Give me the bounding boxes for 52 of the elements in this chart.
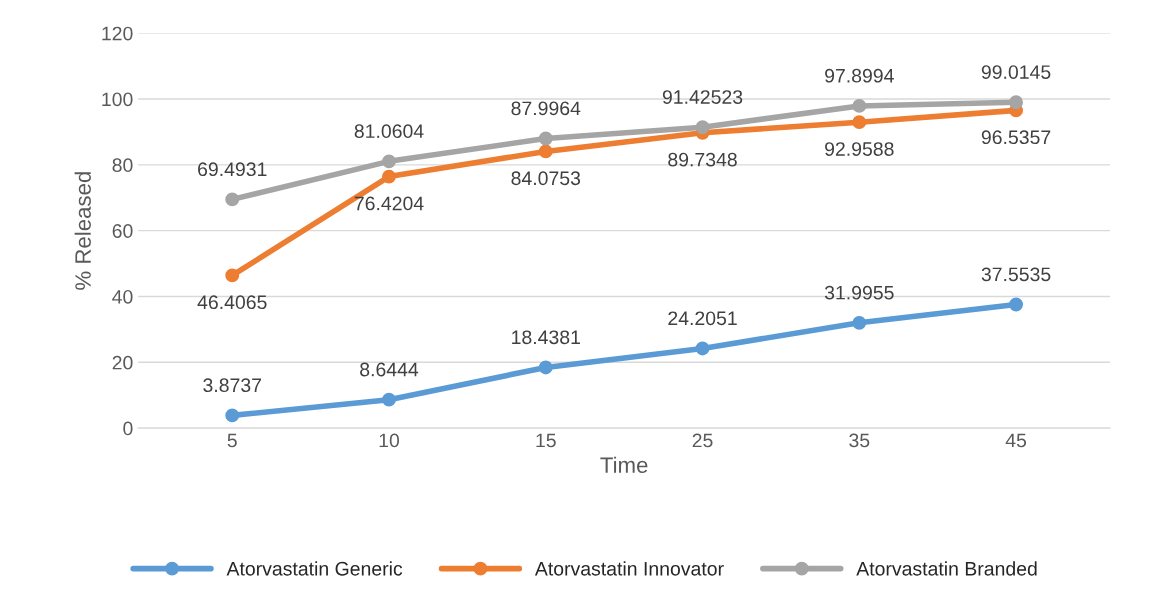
data-label: 3.8737 bbox=[203, 378, 261, 393]
point bbox=[382, 392, 396, 407]
x-tick-label: 25 bbox=[692, 433, 713, 448]
data-label: 92.9588 bbox=[825, 142, 894, 156]
y-tick-label: 20 bbox=[112, 355, 133, 370]
data-label: 96.5357 bbox=[981, 130, 1051, 145]
x-tick-label: 35 bbox=[849, 433, 870, 448]
point bbox=[852, 98, 867, 113]
data-label: 76.4204 bbox=[354, 196, 424, 211]
data-label: 99.0145 bbox=[981, 65, 1051, 79]
y-tick-label: 0 bbox=[123, 421, 133, 436]
y-tick-label: 60 bbox=[112, 224, 133, 238]
data-label: 87.9964 bbox=[511, 101, 581, 116]
data-label: 84.0753 bbox=[511, 171, 581, 186]
data-label: 89.7348 bbox=[668, 152, 737, 167]
x-axis-title: Time bbox=[600, 456, 648, 473]
point bbox=[1009, 297, 1023, 312]
x-tick-label: 45 bbox=[1005, 433, 1027, 448]
data-label: 37.5535 bbox=[981, 267, 1051, 282]
point bbox=[225, 268, 240, 283]
point bbox=[225, 192, 240, 207]
y-axis-title: % Released bbox=[74, 172, 91, 290]
x-tick-label: 10 bbox=[379, 433, 400, 448]
point bbox=[695, 341, 710, 356]
y-tick-label: 100 bbox=[102, 92, 133, 107]
x-tick-label: 15 bbox=[536, 433, 556, 448]
data-label: 69.4931 bbox=[198, 162, 267, 177]
data-label: 46.4065 bbox=[197, 295, 267, 310]
data-label: 24.2051 bbox=[668, 311, 737, 326]
data-label: 31.9955 bbox=[824, 285, 894, 300]
point bbox=[695, 120, 710, 135]
data-label: 97.8994 bbox=[825, 68, 894, 83]
y-tick-label: 80 bbox=[112, 158, 133, 173]
legend-label: Atorvastatin Innovator bbox=[534, 561, 724, 576]
data-label: 8.6444 bbox=[360, 362, 419, 377]
data-label: 91.42523 bbox=[662, 90, 743, 104]
y-tick-label: 40 bbox=[112, 289, 133, 304]
legend-label: Atorvastatin Branded bbox=[856, 561, 1037, 576]
data-label: 81.0604 bbox=[354, 124, 424, 139]
data-label: 18.4381 bbox=[512, 330, 580, 345]
point bbox=[382, 169, 396, 184]
legend-label: Atorvastatin Generic bbox=[226, 561, 403, 576]
point bbox=[225, 408, 240, 423]
point bbox=[538, 144, 553, 159]
x-tick-label: 5 bbox=[227, 433, 237, 448]
point bbox=[382, 154, 396, 169]
point bbox=[852, 315, 867, 330]
y-tick-label: 120 bbox=[102, 26, 133, 41]
point bbox=[538, 131, 553, 146]
point bbox=[538, 360, 553, 375]
point bbox=[852, 115, 867, 130]
point bbox=[1009, 95, 1023, 110]
